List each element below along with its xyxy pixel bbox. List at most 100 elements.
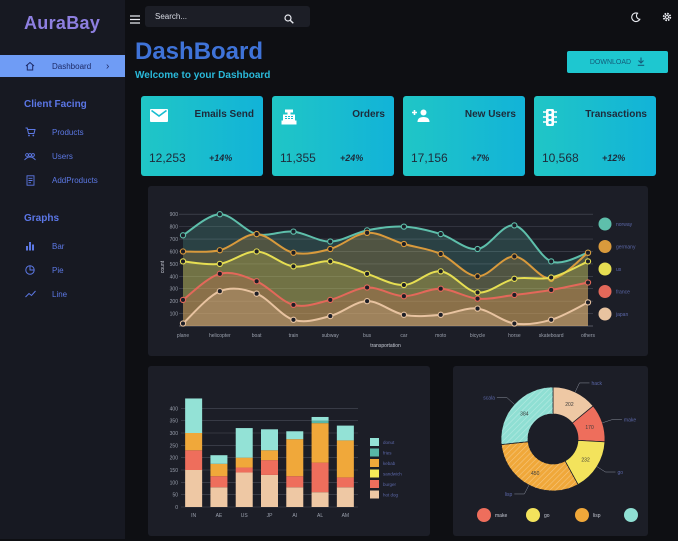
pie-outside-label: go xyxy=(617,470,623,476)
data-point xyxy=(290,249,297,256)
sidebar-item-bar[interactable]: Bar xyxy=(0,235,125,257)
pie-slice-pattern xyxy=(501,441,579,491)
cash-register-icon xyxy=(281,109,297,130)
bar-segment xyxy=(210,463,228,477)
x-tick-label: boat xyxy=(252,333,262,339)
data-point xyxy=(363,284,371,291)
bar-segment xyxy=(336,425,354,441)
card-title: Emails Send xyxy=(194,109,254,120)
download-icon xyxy=(637,57,645,68)
bar-segment xyxy=(336,440,354,478)
download-button-label: DOWNLOAD xyxy=(589,58,632,66)
y-tick-label: 100 xyxy=(170,312,179,318)
stat-card-new-users: New Users 17,156 +7% xyxy=(403,96,525,176)
data-point xyxy=(327,312,334,320)
x-tick-label: AL xyxy=(317,513,323,519)
y-tick-label: 400 xyxy=(170,406,179,412)
y-tick-label: 800 xyxy=(170,225,179,231)
data-point xyxy=(548,274,555,281)
sidebar-item-products[interactable]: Products xyxy=(0,121,125,143)
data-point xyxy=(474,295,481,302)
y-tick-label: 600 xyxy=(170,249,179,255)
x-axis-label: transportation xyxy=(370,343,401,349)
people-icon xyxy=(24,150,36,162)
x-tick-label: plane xyxy=(177,333,189,339)
sidebar-item-pie[interactable]: Pie xyxy=(0,259,125,281)
sidebar-item-label: Bar xyxy=(52,241,65,251)
data-point xyxy=(290,301,297,309)
data-point xyxy=(216,260,223,268)
bar-segment xyxy=(261,429,278,451)
sidebar-item-dashboard[interactable]: Dashboard › xyxy=(0,55,125,77)
bar-segment xyxy=(235,457,253,468)
sidebar-item-label: Dashboard xyxy=(52,61,92,71)
data-point xyxy=(363,229,371,236)
data-point xyxy=(216,270,223,277)
sidebar-item-label: Users xyxy=(52,151,73,161)
download-button[interactable]: DOWNLOAD xyxy=(567,51,668,73)
data-point xyxy=(511,253,518,260)
data-point xyxy=(584,249,592,256)
legend-label: burger xyxy=(383,482,397,487)
x-tick-label: others xyxy=(581,333,595,339)
sidebar-item-users[interactable]: Users xyxy=(0,145,125,167)
bar-segment xyxy=(185,450,203,470)
search-icon[interactable] xyxy=(284,11,294,29)
legend-marker xyxy=(477,508,491,522)
y-tick-label: 350 xyxy=(170,419,179,425)
legend-marker xyxy=(370,459,379,467)
x-tick-label: train xyxy=(289,333,299,339)
sidebar-item-line[interactable]: Line xyxy=(0,283,125,305)
y-tick-label: 50 xyxy=(172,493,178,499)
data-point xyxy=(363,298,371,305)
pie-chart: 202 hack 170 make 232 go 450 lisp 384 scala make go… xyxy=(477,381,638,522)
bar-segment xyxy=(210,487,228,507)
home-icon xyxy=(24,60,36,72)
sidebar: AuraBay Dashboard › Client Facing Produc… xyxy=(0,0,125,539)
legend-marker xyxy=(370,469,379,478)
section-graphs: Graphs xyxy=(24,213,60,224)
card-title: Transactions xyxy=(585,109,647,120)
legend-marker xyxy=(598,240,612,253)
x-tick-label: horse xyxy=(508,333,521,339)
data-point xyxy=(216,247,223,254)
legend-marker xyxy=(370,490,379,499)
data-point xyxy=(327,258,334,265)
legend-marker xyxy=(598,217,612,231)
bar-segment xyxy=(185,398,203,433)
legend-marker xyxy=(598,307,612,321)
bar-chart: 0 50 100 150 200 250 300 350 400 IN AE US JP AI AL AM do… xyxy=(170,398,402,519)
sidebar-item-addproducts[interactable]: AddProducts xyxy=(0,169,125,191)
legend-label: go xyxy=(544,513,550,519)
data-point xyxy=(253,278,260,285)
legend-label: hot dog xyxy=(383,493,399,498)
gear-icon[interactable] xyxy=(661,10,673,28)
bar-segment xyxy=(311,423,329,463)
card-change: +14% xyxy=(209,153,233,163)
x-tick-label: moto xyxy=(435,333,446,339)
dark-mode-icon[interactable] xyxy=(630,10,641,28)
legend-marker xyxy=(575,508,589,522)
pie-outside-label: scala xyxy=(483,396,495,402)
x-tick-label: bus xyxy=(363,333,372,339)
y-tick-label: 300 xyxy=(170,287,179,293)
bar-segment xyxy=(286,487,304,507)
card-value: 11,355 xyxy=(280,151,316,165)
bar-segment xyxy=(286,439,304,477)
legend-marker xyxy=(370,438,379,446)
data-point xyxy=(290,263,297,270)
stat-card-transactions: Transactions 10,568 +12% xyxy=(534,96,656,176)
pie-value-label: 170 xyxy=(585,425,594,431)
y-tick-label: 200 xyxy=(170,299,179,305)
data-point xyxy=(179,248,187,255)
bar-segment xyxy=(336,477,354,488)
menu-icon[interactable] xyxy=(130,11,140,24)
bar-segment xyxy=(311,416,329,421)
search-input[interactable] xyxy=(155,10,275,23)
sidebar-item-label: AddProducts xyxy=(52,175,98,185)
receipt-icon xyxy=(24,174,36,186)
data-point xyxy=(327,296,334,304)
data-point xyxy=(584,258,592,265)
page-subtitle: Welcome to your Dashboard xyxy=(135,70,271,81)
x-tick-label: AM xyxy=(342,513,350,519)
